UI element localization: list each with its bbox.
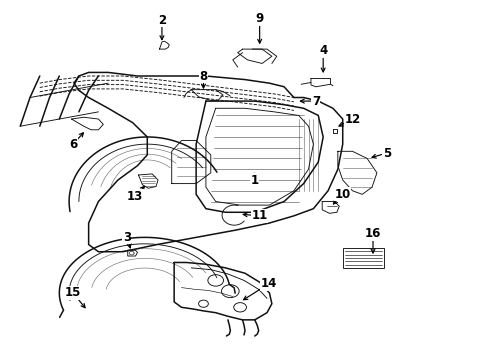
Circle shape <box>221 285 239 298</box>
Text: 15: 15 <box>65 287 81 300</box>
Text: 2: 2 <box>158 14 166 27</box>
Text: 14: 14 <box>260 278 277 291</box>
Text: 5: 5 <box>383 147 391 159</box>
Text: 7: 7 <box>312 95 320 108</box>
Text: 3: 3 <box>122 231 131 244</box>
Text: 8: 8 <box>199 69 208 82</box>
Text: 11: 11 <box>251 210 268 222</box>
Text: 12: 12 <box>344 113 361 126</box>
Text: 10: 10 <box>335 188 351 201</box>
Text: 13: 13 <box>127 190 143 203</box>
Text: 4: 4 <box>319 44 327 57</box>
Text: 16: 16 <box>365 227 381 240</box>
Text: 1: 1 <box>251 174 259 186</box>
Circle shape <box>198 300 208 307</box>
Text: 6: 6 <box>69 138 77 150</box>
Circle shape <box>208 275 223 286</box>
Circle shape <box>234 303 246 312</box>
Text: 9: 9 <box>255 12 264 25</box>
FancyBboxPatch shape <box>343 248 384 268</box>
